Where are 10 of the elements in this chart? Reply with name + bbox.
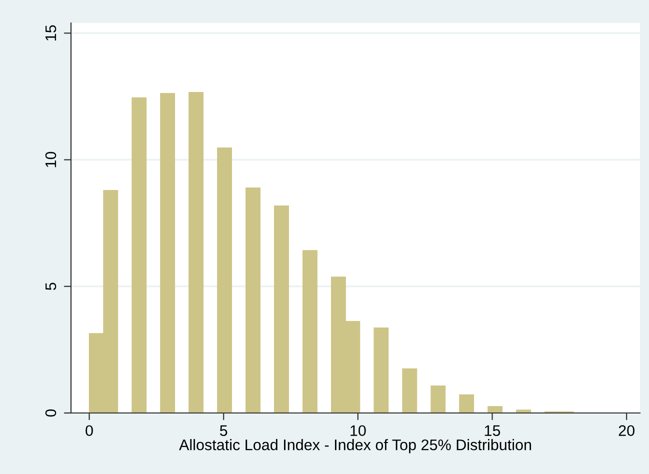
y-tick-label: 15: [46, 25, 56, 40]
x-tick-label: 5: [220, 425, 228, 436]
x-axis-title: Allostatic Load Index - Index of Top 25% Distribution: [179, 439, 532, 454]
y-tick-label: 0: [45, 409, 56, 417]
y-tick-label: 10: [45, 152, 56, 168]
x-tick-label: 15: [484, 425, 500, 436]
x-tick-label: 20: [618, 425, 634, 436]
y-tick-label: 5: [46, 282, 56, 290]
x-tick-label: 0: [86, 425, 93, 436]
x-tick-label: 10: [350, 425, 366, 436]
